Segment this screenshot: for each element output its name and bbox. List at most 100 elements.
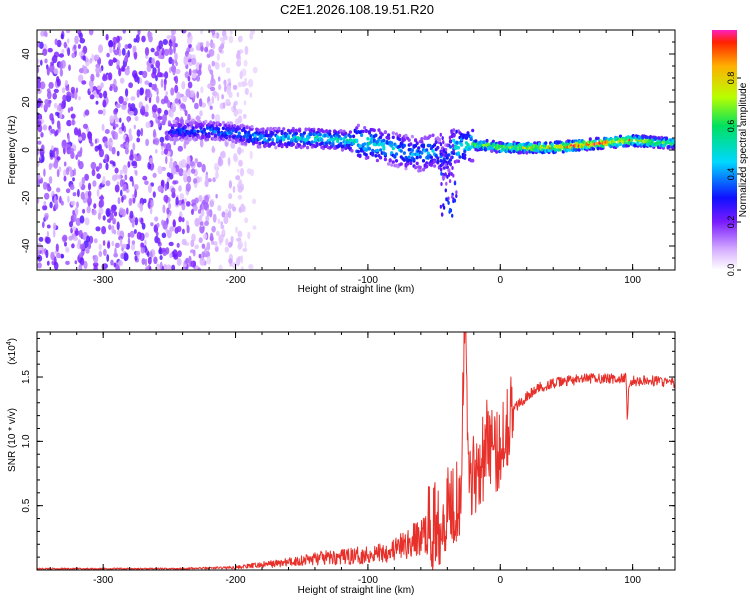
snr-x-axis: -300 -200 -100 0 100 (49, 332, 660, 586)
heatmap-cell (89, 86, 93, 93)
heatmap-cell (291, 142, 295, 146)
heatmap-cell (412, 157, 416, 162)
heatmap-cell (77, 239, 82, 246)
heatmap-cell (188, 137, 192, 142)
heatmap-cell (637, 136, 642, 140)
x-tick-label: -300 (93, 275, 113, 286)
heatmap-cell (233, 153, 238, 162)
heatmap-cell (214, 90, 217, 99)
heatmap-cell (442, 148, 446, 153)
heatmap-cell (181, 238, 187, 246)
heatmap-cell (636, 142, 640, 146)
heatmap-cell (155, 231, 159, 237)
heatmap-cell (394, 132, 399, 136)
heatmap-cell (150, 199, 154, 208)
heatmap-cell (201, 135, 205, 139)
heatmap-cell (312, 129, 316, 134)
heatmap-cell (37, 264, 41, 269)
heatmap-cell (210, 86, 216, 92)
heatmap-cell (133, 229, 137, 234)
heatmap-cell (367, 131, 372, 135)
heatmap-cell (253, 134, 257, 138)
heatmap-cell (449, 162, 452, 167)
heatmap-cell (166, 264, 171, 270)
heatmap-cell (174, 75, 179, 85)
heatmap-cell (70, 151, 75, 160)
heatmap-cell (182, 95, 188, 103)
heatmap-cell (67, 195, 70, 203)
heatmap-cell (110, 259, 114, 266)
heatmap-cell (185, 201, 191, 207)
heatmap-cell (226, 67, 231, 74)
heatmap-cell (176, 242, 180, 248)
heatmap-cell (167, 99, 171, 109)
heatmap-cell (121, 208, 126, 218)
heatmap-cell (37, 41, 40, 48)
heatmap-cell (235, 226, 238, 234)
heatmap-cell (207, 134, 211, 138)
heatmap-cell (595, 142, 599, 146)
heatmap-cell (71, 52, 76, 59)
heatmap-cell (67, 107, 71, 113)
heatmap-cell (177, 145, 183, 152)
heatmap-cell (371, 151, 375, 156)
heatmap-cell (63, 161, 67, 167)
heatmap-cell (178, 216, 183, 223)
heatmap-cell (120, 143, 126, 148)
heatmap-cell (63, 175, 67, 182)
heatmap-cell (211, 96, 215, 104)
heatmap-cell (244, 142, 248, 146)
heatmap-cell (198, 64, 202, 72)
heatmap-cell (122, 101, 127, 106)
heatmap-cell (77, 151, 82, 158)
heatmap-cell (121, 48, 126, 56)
heatmap-cell (99, 67, 102, 73)
heatmap-cell (394, 152, 399, 156)
heatmap-cell (391, 160, 395, 164)
heatmap-cell (91, 209, 97, 216)
heatmap-cell (142, 70, 148, 79)
heatmap-cell (67, 47, 71, 56)
heatmap-cell (252, 66, 258, 74)
heatmap-cell (372, 138, 376, 142)
heatmap-cell (474, 139, 478, 143)
heatmap-cell (444, 188, 447, 193)
heatmap-cell (237, 240, 243, 249)
heatmap-cell (364, 129, 368, 133)
heatmap-cell (149, 206, 153, 215)
heatmap-cell (436, 159, 440, 164)
heatmap-cell (205, 126, 210, 130)
heatmap-cell (444, 153, 447, 158)
heatmap-cell (214, 114, 221, 123)
heatmap-cell (147, 256, 152, 265)
heatmap-cell (233, 108, 239, 117)
heatmap-cell (172, 67, 176, 76)
heatmap-cell (110, 204, 116, 214)
heatmap-cell (105, 208, 111, 217)
heatmap-cell (446, 174, 449, 179)
heatmap-cell (246, 168, 252, 175)
heatmap-cell (390, 141, 394, 145)
heatmap-cell (162, 39, 168, 45)
heatmap-cell (53, 102, 58, 109)
heatmap-cell (135, 250, 141, 256)
heatmap-cell (452, 197, 455, 202)
heatmap-cell (150, 222, 154, 227)
heatmap-cell (282, 127, 286, 131)
heatmap-cell (191, 199, 197, 204)
heatmap-cell (183, 57, 186, 65)
heatmap-cell (169, 123, 173, 127)
heatmap-cell (181, 30, 187, 34)
heatmap-cell (56, 252, 62, 259)
heatmap-cell (247, 78, 254, 88)
heatmap-cell (194, 137, 198, 141)
heatmap-cell (65, 85, 70, 91)
x-tick-label: 100 (624, 575, 641, 586)
heatmap-cell (490, 149, 494, 153)
heatmap-cell (72, 226, 77, 232)
heatmap-cell (46, 67, 50, 76)
heatmap-cell (79, 32, 83, 40)
heatmap-cell (96, 173, 101, 180)
heatmap-cell (219, 37, 224, 42)
heatmap-cell (390, 144, 394, 148)
